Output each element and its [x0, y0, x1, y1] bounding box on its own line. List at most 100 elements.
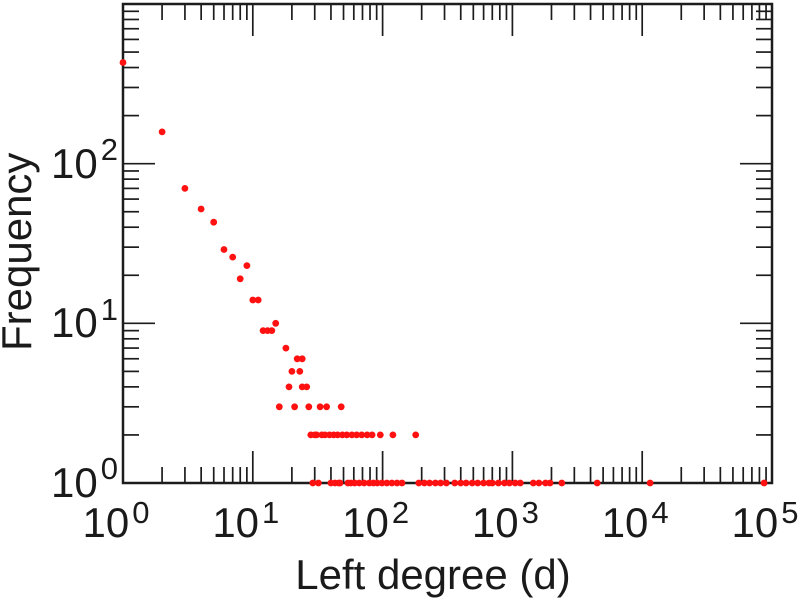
data-point [546, 479, 554, 487]
data-point [451, 479, 459, 487]
x-tick-label-10e0: 100 [61, 497, 171, 546]
x-tick-label-10e3: 103 [450, 497, 560, 546]
tick-label-base: 10 [342, 499, 389, 546]
tick-label-base: 10 [731, 499, 779, 546]
tick-label-exponent: 3 [521, 494, 539, 530]
data-point [353, 431, 360, 439]
data-point [495, 479, 502, 487]
data-point [210, 218, 218, 226]
tick-label-base: 10 [82, 499, 130, 546]
data-point [181, 185, 189, 192]
tick-label-base: 10 [471, 499, 519, 546]
data-point [378, 479, 386, 487]
data-point [474, 479, 482, 487]
data-point [119, 59, 127, 66]
data-point [293, 355, 301, 363]
data-point [336, 479, 344, 487]
tick-label-exponent: 0 [132, 494, 150, 530]
data-point [393, 479, 401, 487]
data-point [368, 431, 376, 439]
data-point [421, 479, 428, 487]
tick-label-exponent: 1 [100, 291, 118, 327]
tick-label-exponent: 2 [391, 494, 410, 530]
x-tick-label-10e2: 102 [321, 497, 431, 546]
data-point [646, 479, 654, 487]
data-point [535, 479, 543, 487]
data-point [462, 479, 470, 487]
data-point [412, 431, 420, 439]
tick-label-base: 10 [601, 499, 649, 546]
data-point [360, 479, 368, 487]
tick-label-base: 10 [51, 459, 98, 506]
y-tick-label-10e0: 10 0 [26, 451, 118, 510]
data-point [316, 403, 324, 411]
data-point [388, 479, 396, 487]
data-point [158, 128, 166, 136]
data-point [197, 205, 205, 213]
tick-label-exponent: 0 [100, 451, 118, 487]
data-point [220, 246, 228, 253]
data-point [288, 368, 296, 375]
data-point [291, 403, 298, 411]
data-point [305, 403, 313, 411]
data-point [298, 355, 306, 363]
data-point [229, 253, 237, 261]
tick-label-base: 10 [51, 139, 98, 187]
data-point [254, 296, 262, 304]
data-point [760, 479, 768, 487]
data-point [285, 383, 293, 391]
data-point [516, 479, 524, 487]
data-point [426, 479, 433, 487]
x-axis-title: Left degree (d) [295, 551, 571, 598]
data-point [437, 479, 444, 487]
tick-label-base: 10 [51, 299, 98, 347]
data-point [236, 275, 244, 283]
tick-label-exponent: 5 [781, 494, 799, 530]
data-point [323, 403, 330, 411]
data-point [432, 479, 439, 487]
data-point [376, 431, 384, 439]
data-point [272, 319, 280, 327]
data-point [480, 479, 487, 487]
tick-label-exponent: 1 [262, 494, 280, 530]
data-point [249, 296, 257, 304]
data-point [373, 479, 381, 487]
data-point [443, 479, 450, 487]
data-point [334, 431, 341, 439]
data-point [355, 479, 363, 487]
y-tick-label-10e2: 10 2 [26, 134, 118, 191]
x-tick-label-10e5: 105 [710, 497, 804, 546]
data-point [593, 479, 601, 487]
y-axis-title: Frequency [0, 152, 40, 351]
x-tick-label-10e4: 104 [580, 497, 690, 546]
data-point [457, 479, 465, 487]
data-point [337, 403, 345, 411]
data-point [358, 431, 366, 439]
tick-label-base: 10 [212, 499, 260, 546]
data-point [415, 479, 423, 487]
data-point [348, 431, 356, 439]
tick-label-exponent: 4 [651, 494, 669, 530]
data-point [303, 383, 311, 391]
data-point [243, 262, 251, 269]
data-point [296, 368, 304, 375]
data-point [529, 479, 537, 487]
data-point [343, 431, 351, 439]
data-point [511, 479, 519, 487]
data-point [558, 479, 566, 487]
data-point [309, 479, 317, 487]
plot-frame [121, 2, 774, 485]
data-point [383, 479, 391, 487]
data-point [506, 479, 513, 487]
data-point [268, 327, 276, 334]
x-tick-label-10e1: 101 [191, 497, 301, 546]
data-point [282, 344, 290, 352]
data-point [468, 479, 476, 487]
data-point [501, 479, 508, 487]
data-point [488, 479, 496, 487]
data-point [363, 431, 371, 439]
data-point [389, 431, 397, 439]
data-point [313, 431, 320, 439]
